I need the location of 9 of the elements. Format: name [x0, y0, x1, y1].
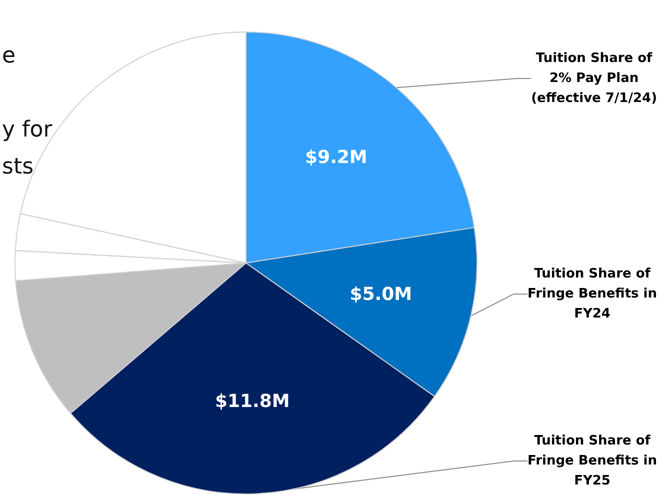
data-label: $9.2M	[305, 147, 368, 168]
text: sts	[2, 154, 34, 180]
slice-label: Tuition Share of Fringe Benefits in FY24	[528, 266, 658, 322]
text: y for	[2, 118, 54, 142]
data-label: $11.8M	[214, 390, 290, 412]
data-label: $5.0M	[350, 284, 412, 306]
slice-label: Tuition Share of 2% Pay Plan (effective 7/1/24)	[531, 50, 657, 106]
text: e	[2, 44, 16, 68]
slice-label: Tuition Share of Fringe Benefits in FY25	[528, 434, 658, 488]
